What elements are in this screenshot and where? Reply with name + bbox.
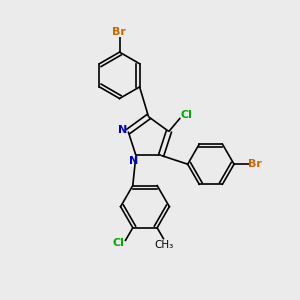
Text: Br: Br [248,159,262,169]
Text: N: N [129,156,138,167]
Text: N: N [118,125,127,135]
Text: Br: Br [112,27,126,37]
Text: Cl: Cl [180,110,192,120]
Text: Cl: Cl [112,238,124,248]
Text: CH₃: CH₃ [154,240,173,250]
